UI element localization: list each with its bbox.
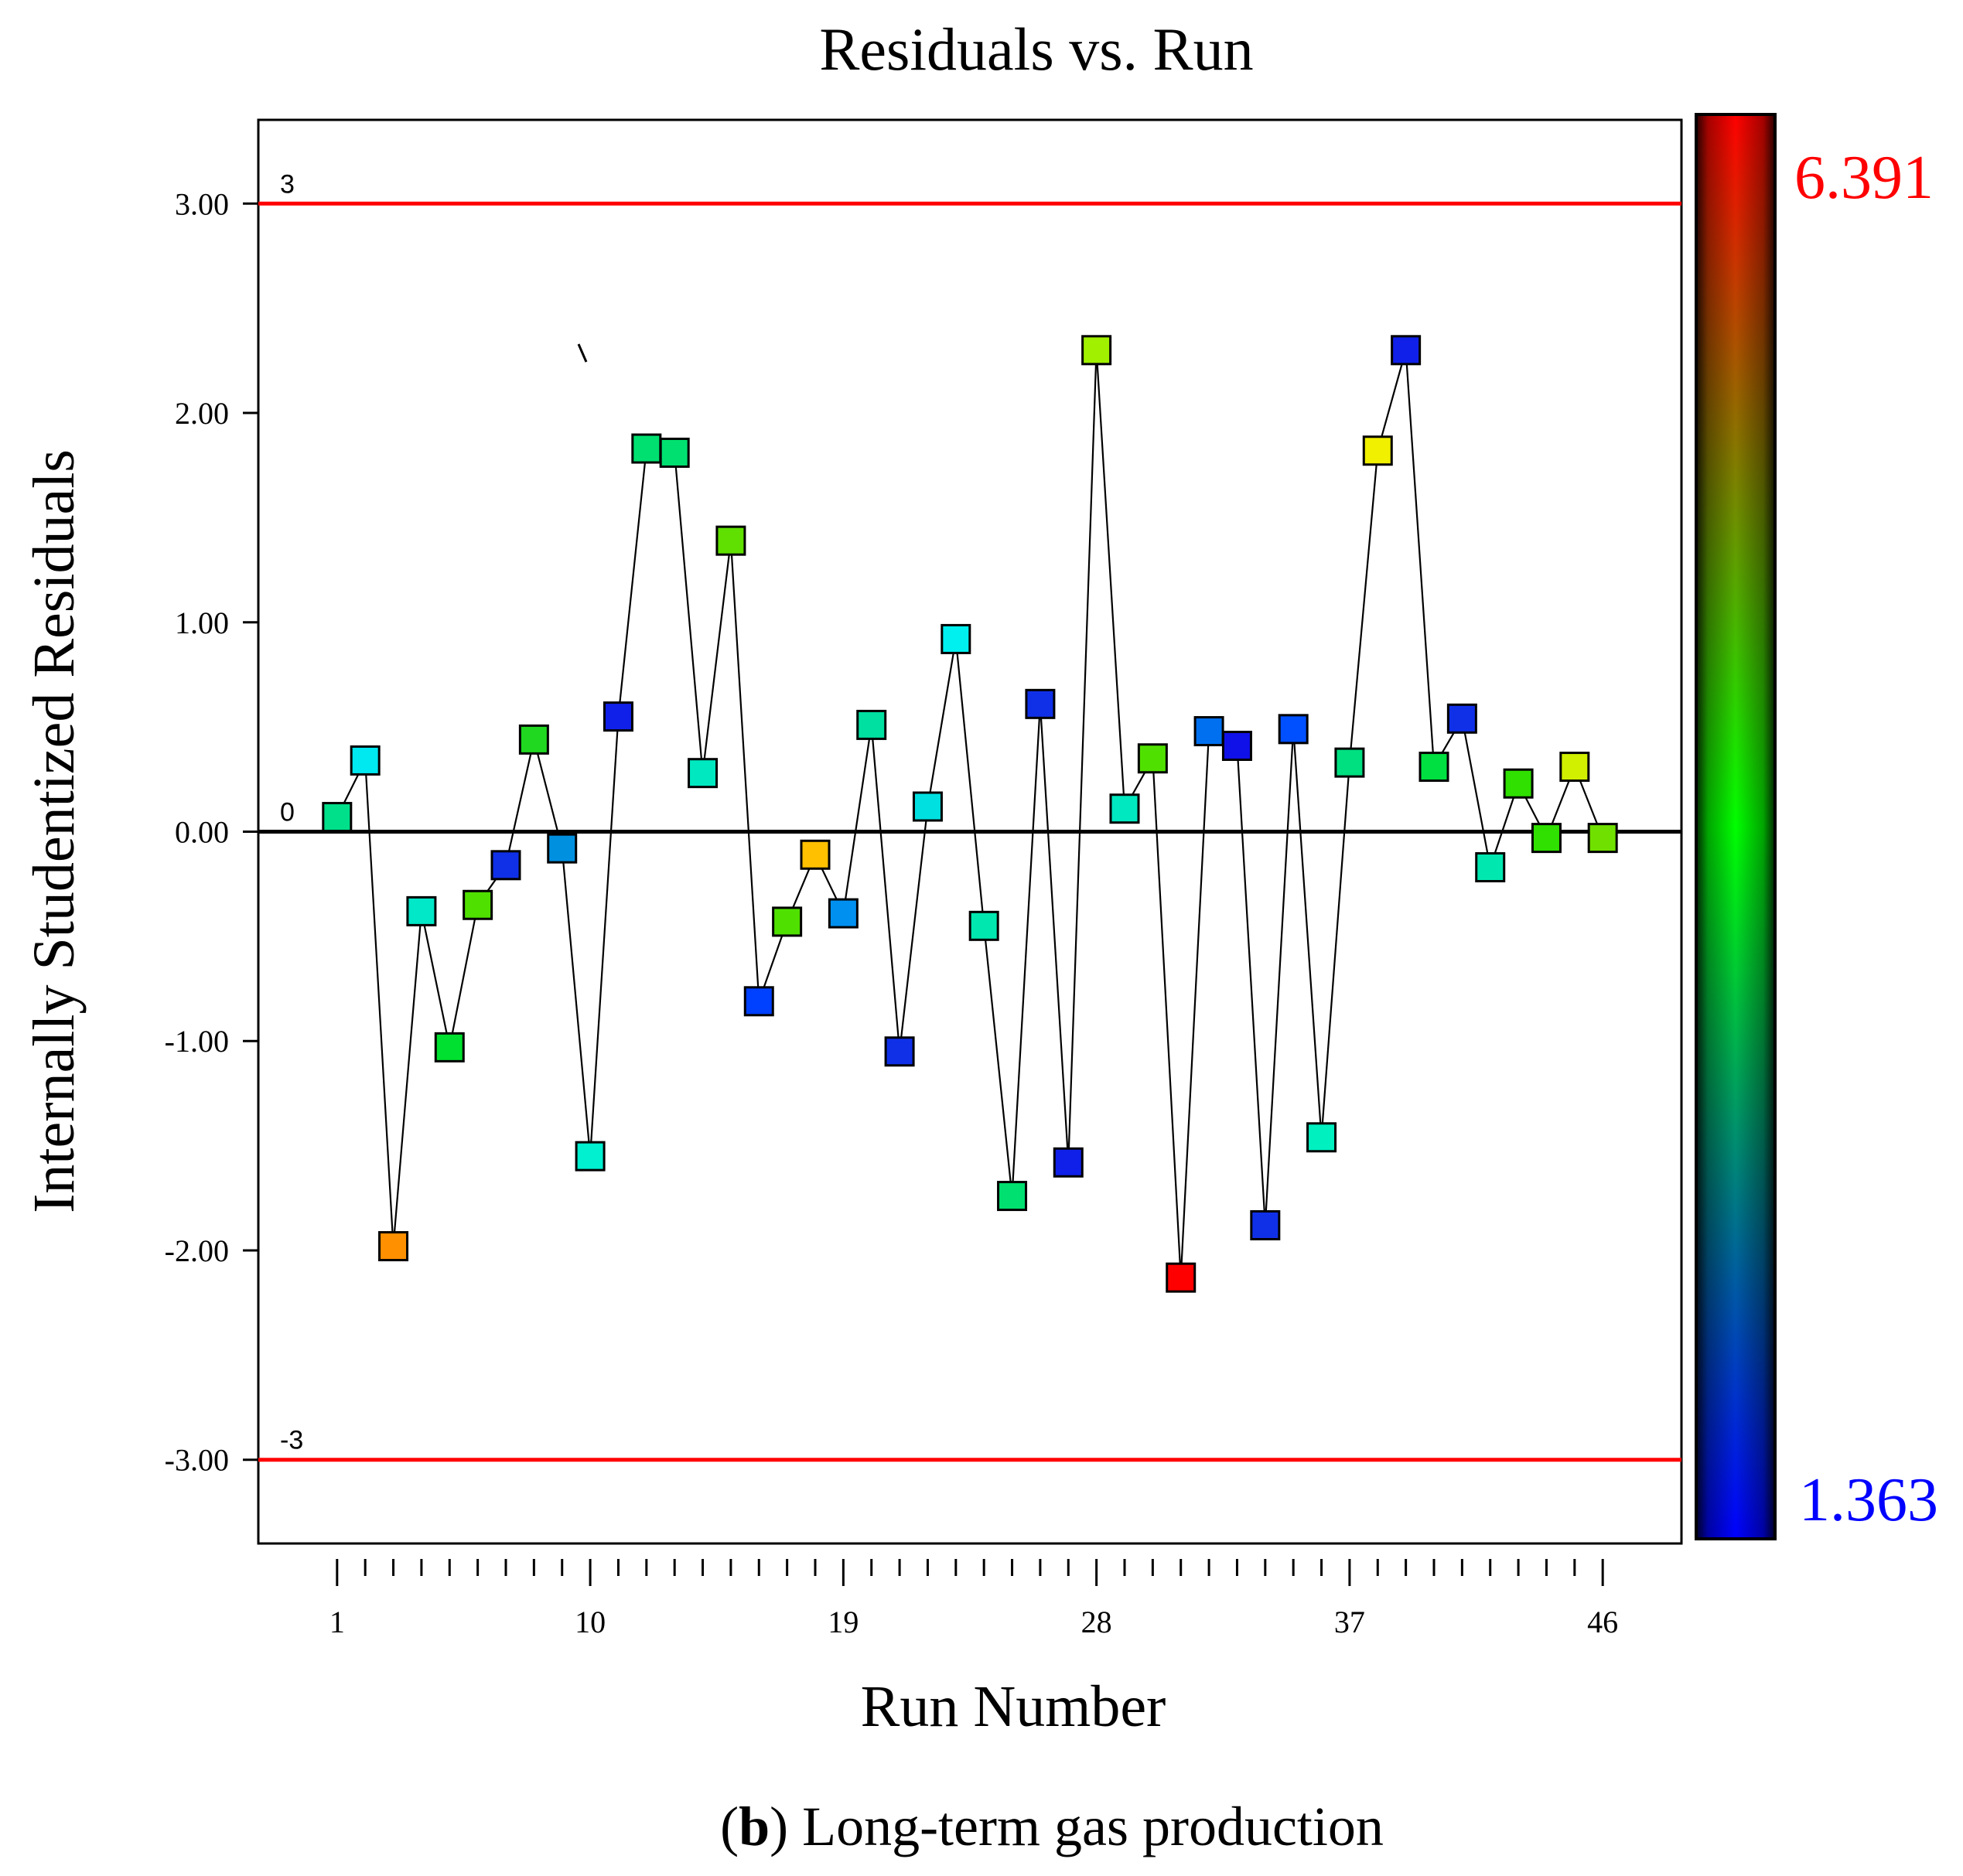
data-point (772, 906, 803, 937)
caption: (b) Long-term gas production (720, 1796, 1384, 1857)
data-point (603, 701, 633, 732)
data-point (1446, 703, 1477, 734)
y-tick-label: 3.00 (175, 186, 229, 221)
y-tick-label: 0.00 (175, 815, 229, 850)
data-points (322, 335, 1618, 1293)
data-point (406, 895, 437, 926)
x-tick-label: 28 (1081, 1605, 1112, 1639)
data-point (1053, 1147, 1084, 1178)
data-point (715, 525, 746, 556)
data-point (743, 986, 774, 1017)
data-point (1362, 435, 1393, 466)
y-axis: 3.00 2.00 1.00 0.00 -1.00 -2.00 -3.00 (165, 186, 258, 1478)
data-point (322, 802, 353, 833)
data-point (997, 1181, 1028, 1212)
x-axis: 1 10 19 28 37 46 (329, 1559, 1618, 1639)
x-tick-label: 19 (828, 1605, 859, 1639)
data-point (434, 1032, 465, 1062)
data-point (1025, 688, 1056, 719)
data-point (463, 889, 493, 920)
x-tick-label: 10 (575, 1605, 606, 1639)
data-point (1334, 747, 1365, 778)
data-point (1166, 1262, 1197, 1293)
data-point (856, 709, 887, 740)
reference-line-label: 0 (280, 798, 295, 827)
data-point (800, 839, 831, 870)
caption-open: ( (720, 1796, 739, 1857)
reference-line-label: -3 (280, 1426, 303, 1455)
caption-rest: ) Long-term gas production (770, 1796, 1384, 1857)
data-point (1221, 730, 1252, 761)
data-point (688, 758, 719, 789)
data-point (1559, 752, 1590, 783)
colorbar-max-label: 6.391 (1794, 144, 1934, 212)
reference-line-label: 3 (280, 169, 295, 199)
data-point (1531, 823, 1562, 854)
x-axis-label: Run Number (861, 1674, 1166, 1739)
data-point (1418, 752, 1449, 783)
x-tick-label: 37 (1334, 1605, 1365, 1639)
reference-lines: 3 0 -3 (258, 169, 1681, 1462)
y-axis-label: Internally Studentized Residuals (22, 449, 87, 1213)
data-point (828, 898, 859, 929)
data-point (941, 623, 971, 654)
x-tick-label: 46 (1587, 1605, 1618, 1639)
data-point (631, 433, 662, 464)
data-point (378, 1231, 409, 1262)
data-point (1503, 768, 1534, 799)
chart-title: Residuals vs. Run (819, 15, 1253, 83)
colorbar-shade (1696, 114, 1775, 1539)
data-point (518, 724, 549, 755)
series-line (336, 350, 1604, 1278)
data-point (1391, 335, 1422, 366)
y-tick-label: -3.00 (165, 1443, 229, 1478)
data-point (1081, 335, 1112, 366)
caption-bold: b (739, 1796, 770, 1857)
data-point (1587, 823, 1618, 854)
data-point (1475, 852, 1506, 883)
data-point (884, 1036, 915, 1067)
x-tick-label: 1 (329, 1605, 345, 1639)
data-point (968, 910, 999, 941)
y-tick-label: -1.00 (165, 1024, 229, 1059)
stray-tick-mark (577, 343, 588, 363)
y-tick-label: -2.00 (165, 1233, 229, 1268)
y-tick-label: 2.00 (175, 396, 229, 431)
colorbar: 6.391 1.363 (1695, 113, 1938, 1540)
data-point (547, 833, 578, 864)
data-point (1137, 743, 1168, 774)
y-tick-label: 1.00 (175, 605, 229, 640)
data-point (1109, 793, 1140, 824)
data-point (490, 850, 521, 881)
data-point (350, 745, 381, 776)
residual-line (336, 350, 1604, 1278)
colorbar-frame (1695, 113, 1777, 1540)
data-point (659, 437, 690, 468)
data-point (912, 791, 943, 822)
data-point (1306, 1122, 1337, 1153)
data-point (1278, 714, 1309, 745)
colorbar-min-label: 1.363 (1799, 1466, 1938, 1534)
data-point (575, 1141, 606, 1172)
data-point (1193, 716, 1224, 747)
data-point (1250, 1209, 1281, 1240)
